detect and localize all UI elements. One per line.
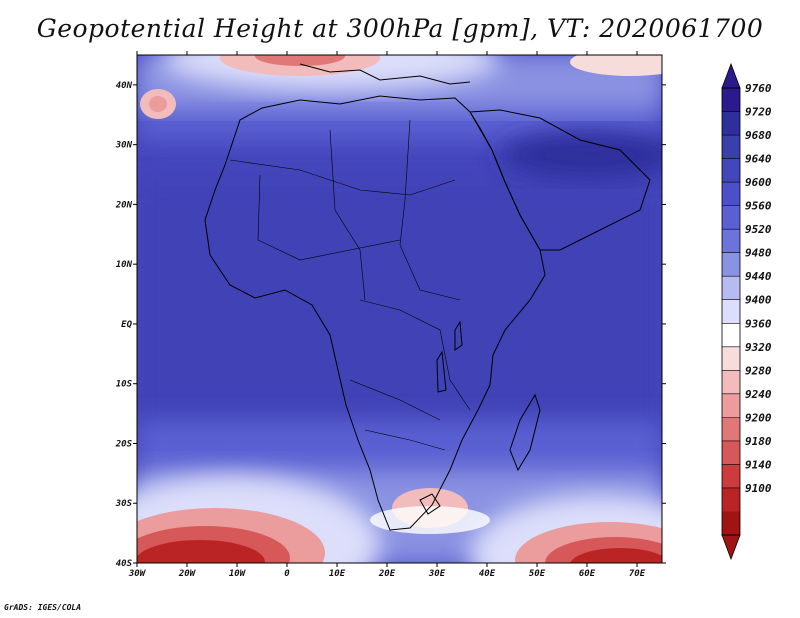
footer-credit: GrADS: IGES/COLA [4,603,82,612]
colorbar-segment [722,135,740,160]
colorbar-segment [722,158,740,183]
colorbar-label: 9180 [745,435,772,448]
colorbar-label: 9680 [745,129,772,142]
colorbar-segment [722,182,740,207]
y-axis: 40N 30N 20N 10N EQ 10S 20S 30S 40S [115,81,666,569]
chart-title: Geopotential Height at 300hPa [gpm], VT:… [36,14,764,43]
colorbar-segment [722,417,740,442]
colorbar-top-arrow [721,62,741,89]
colorbar-label: 9240 [745,388,772,401]
y-tick-label: 10S [116,380,133,390]
coastlines [204,63,651,531]
colorbar-label: 9200 [745,411,772,424]
y-tick-label: 20N [115,200,133,210]
colorbar-label: 9400 [745,294,772,307]
y-tick-label: EQ [121,320,132,330]
height-field [137,55,662,563]
colorbar-segment [722,299,740,324]
y-tick-label: 30S [115,499,133,509]
colorbar-label: 9140 [745,458,772,471]
x-tick-label: 20E [378,569,396,579]
colorbar-segment [722,440,740,465]
x-tick-label: 70E [629,569,646,579]
colorbar-segment [722,205,740,230]
colorbar-label: 9440 [745,270,772,283]
colorbar-label: 9560 [745,200,772,213]
colorbar-segment [722,464,740,489]
x-tick-label: 20W [178,569,197,579]
colorbar-segment [722,323,740,348]
colorbar-segment [722,370,740,395]
colorbar-label: 9520 [745,223,772,236]
y-tick-label: 40S [116,559,133,569]
colorbar-segment [722,229,740,254]
colorbar: 9760 9720 9680 9640 9600 9560 9520 9480 9440 9400… [721,62,772,561]
colorbar-segment [722,276,740,301]
colorbar-segment [722,88,740,113]
colorbar-label: 9360 [745,317,772,330]
colorbar-segment [722,487,740,512]
map-frame [136,54,663,564]
colorbar-segment [722,111,740,136]
colorbar-label: 9100 [745,482,772,495]
y-tick-label: 20S [115,439,133,449]
x-tick-label: 30E [428,569,446,579]
colorbar-segment [722,252,740,277]
x-tick-label: 10E [329,569,346,579]
colorbar-label: 9760 [745,82,772,95]
x-tick-label: 30W [128,569,147,579]
colorbar-segment [722,511,740,536]
colorbar-label: 9720 [745,106,772,119]
y-tick-label: 30N [115,141,133,151]
colorbar-label: 9640 [745,153,772,166]
x-tick-label: 0 [284,569,290,579]
colorbar-label: 9600 [745,176,772,189]
colorbar-bottom-arrow [721,534,741,561]
x-tick-label: 10W [229,569,247,579]
y-tick-label: 40N [116,81,133,91]
colorbar-segment [722,393,740,418]
x-axis: 30W 20W 10W 0 10E 20E 30E 40E 50E 60E 70E [128,51,646,579]
colorbar-label: 9280 [745,364,772,377]
x-tick-label: 50E [529,569,546,579]
colorbar-label: 9480 [745,247,772,260]
colorbar-segment [722,346,740,371]
x-tick-label: 40E [479,569,496,579]
y-tick-label: 10N [116,260,133,270]
colorbar-label: 9320 [745,341,772,354]
x-tick-label: 60E [579,569,596,579]
country-borders [229,119,471,451]
